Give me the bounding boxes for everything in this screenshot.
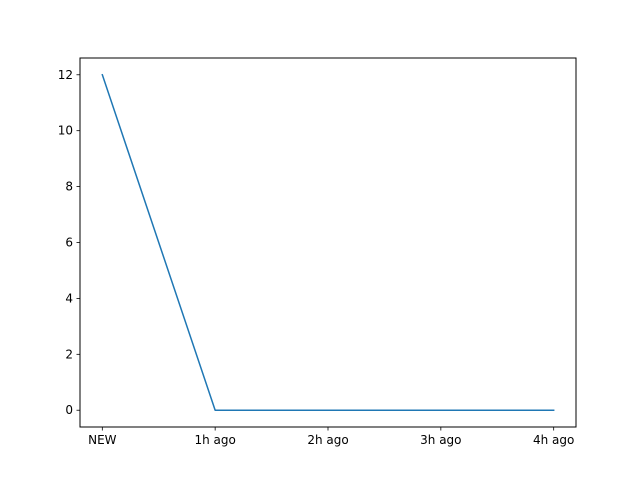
y-tick-label: 6 [65,236,73,250]
y-tick-label: 8 [65,180,73,194]
x-tick-label: 1h ago [194,433,235,447]
x-tick-label: 2h ago [307,433,348,447]
y-tick-label: 12 [58,68,73,82]
x-tick-label: NEW [88,433,117,447]
y-axis: 0 2 4 6 8 10 12 [58,68,80,417]
y-tick-label: 4 [65,291,73,305]
plot-area [80,58,576,427]
y-tick-label: 0 [65,403,73,417]
x-tick-label: 4h ago [533,433,574,447]
x-tick-label: 3h ago [420,433,461,447]
series-layer [101,73,555,411]
y-tick-label: 10 [58,124,73,138]
y-tick-label: 2 [65,347,73,361]
x-axis: NEW 1h ago 2h ago 3h ago 4h ago [88,427,574,447]
plot-frame [79,57,577,428]
